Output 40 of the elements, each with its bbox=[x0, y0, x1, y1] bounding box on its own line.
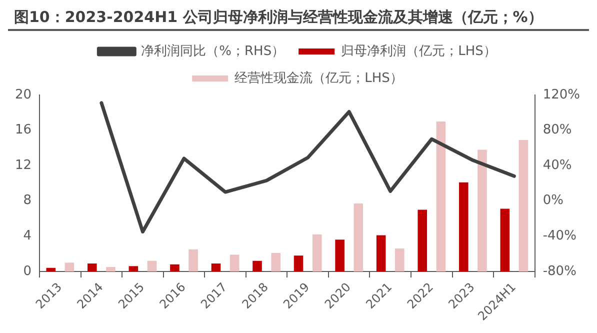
bar bbox=[211, 264, 221, 272]
chart-title: 图10：2023-2024H1 公司归母净利润与经营性现金流及其增速（亿元；%） bbox=[8, 8, 589, 31]
bar bbox=[106, 267, 116, 272]
legend-label: 净利润同比（%；RHS） bbox=[141, 44, 285, 59]
legend-label: 归母净利润（亿元；LHS） bbox=[341, 44, 496, 59]
y-tick-label: 8 bbox=[23, 193, 32, 208]
bar bbox=[354, 204, 364, 272]
y2-tick-label: 40% bbox=[542, 158, 572, 173]
bar bbox=[88, 264, 97, 272]
bar bbox=[170, 264, 180, 272]
bar bbox=[188, 249, 198, 272]
bar bbox=[518, 140, 528, 272]
bar bbox=[500, 208, 510, 272]
y-tick-label: 12 bbox=[14, 158, 32, 173]
bar bbox=[395, 248, 404, 272]
y-tick-label: 0 bbox=[23, 264, 32, 279]
y2-tick-label: -40% bbox=[542, 228, 576, 244]
y-tick-label: 4 bbox=[23, 228, 32, 244]
bar bbox=[312, 234, 322, 272]
bar bbox=[418, 210, 428, 272]
bar bbox=[230, 254, 240, 272]
bar bbox=[252, 260, 262, 272]
bar bbox=[147, 260, 157, 272]
bar bbox=[376, 235, 386, 272]
bar bbox=[478, 150, 487, 272]
bar bbox=[128, 266, 138, 272]
y-tick-label: 16 bbox=[14, 122, 32, 138]
y2-tick-label: 0% bbox=[542, 193, 564, 208]
bar bbox=[436, 121, 446, 272]
bar bbox=[271, 252, 280, 272]
y2-tick-label: 120% bbox=[542, 87, 580, 102]
y-tick-label: 20 bbox=[14, 87, 32, 102]
legend-label: 经营性现金流（亿元；LHS） bbox=[234, 70, 403, 86]
bar bbox=[335, 240, 344, 272]
y2-tick-label: 80% bbox=[542, 122, 572, 138]
bar bbox=[64, 262, 74, 272]
bar bbox=[294, 256, 304, 272]
bar bbox=[458, 182, 468, 272]
y2-tick-label: -80% bbox=[542, 264, 576, 279]
bar bbox=[46, 268, 56, 272]
